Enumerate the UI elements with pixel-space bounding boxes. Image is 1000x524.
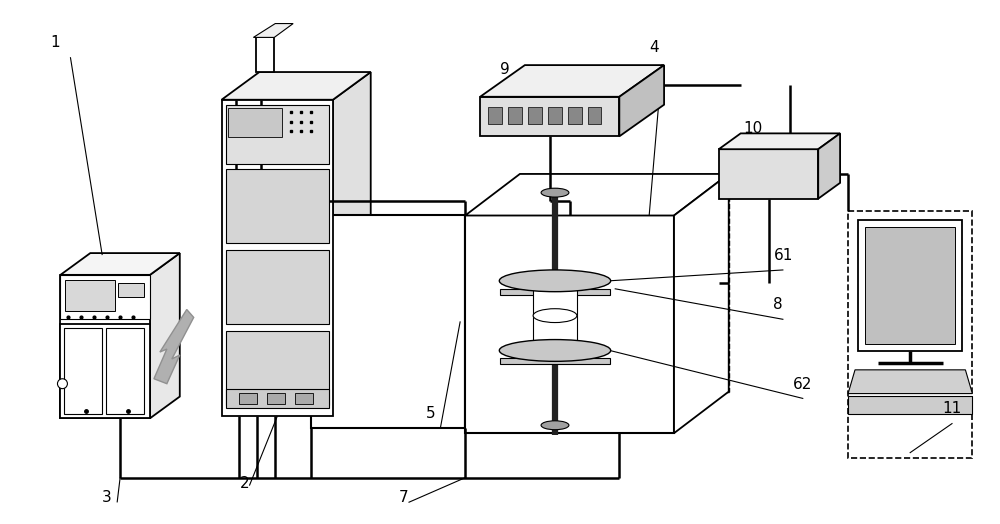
Polygon shape (253, 24, 293, 37)
Text: 9: 9 (500, 62, 510, 77)
Ellipse shape (541, 188, 569, 197)
Bar (488, 107, 502, 125)
Text: 10: 10 (744, 122, 763, 136)
Bar (60, 275, 150, 418)
Text: 61: 61 (773, 248, 793, 263)
Bar (256, 37, 274, 72)
Text: 4: 4 (649, 40, 659, 55)
Ellipse shape (541, 421, 569, 430)
Bar (226, 331, 329, 406)
Polygon shape (500, 289, 610, 294)
Bar (65, 280, 115, 311)
Bar (118, 283, 144, 297)
Text: 2: 2 (239, 476, 249, 490)
Bar (311, 215, 465, 428)
Polygon shape (719, 134, 840, 149)
Bar (267, 392, 285, 405)
Bar (228, 107, 282, 137)
Bar (226, 105, 329, 164)
Polygon shape (154, 310, 194, 384)
Bar (568, 107, 582, 125)
Bar (226, 389, 329, 408)
Bar (533, 289, 577, 351)
Ellipse shape (533, 309, 577, 323)
Bar (865, 227, 955, 344)
Polygon shape (60, 253, 180, 275)
Polygon shape (60, 275, 150, 320)
Bar (64, 329, 102, 414)
Bar (106, 329, 144, 414)
Bar (226, 169, 329, 243)
Bar (226, 250, 329, 324)
Bar (848, 396, 972, 414)
Text: 3: 3 (102, 490, 112, 506)
Text: 62: 62 (793, 377, 813, 391)
Polygon shape (848, 370, 972, 394)
Polygon shape (222, 72, 371, 100)
Ellipse shape (499, 270, 611, 292)
Circle shape (57, 379, 67, 389)
Bar (239, 392, 257, 405)
Polygon shape (465, 174, 729, 215)
Polygon shape (150, 253, 180, 418)
Bar (588, 107, 601, 125)
Bar (222, 100, 333, 417)
Polygon shape (674, 174, 729, 433)
Bar (465, 215, 674, 433)
Polygon shape (333, 72, 371, 417)
Bar (848, 211, 972, 458)
Polygon shape (619, 65, 664, 136)
Polygon shape (480, 65, 664, 97)
Bar (528, 107, 542, 125)
Text: 5: 5 (425, 406, 435, 421)
Bar (295, 392, 313, 405)
Text: 8: 8 (773, 298, 783, 312)
Bar (548, 107, 562, 125)
Ellipse shape (499, 340, 611, 362)
Text: 11: 11 (943, 401, 962, 417)
Text: 1: 1 (51, 35, 60, 50)
Polygon shape (818, 134, 840, 199)
Text: 7: 7 (399, 490, 408, 506)
Polygon shape (480, 97, 619, 136)
Bar (719, 149, 818, 199)
Bar (858, 221, 962, 351)
Bar (60, 324, 150, 418)
Bar (508, 107, 522, 125)
Polygon shape (500, 358, 610, 364)
